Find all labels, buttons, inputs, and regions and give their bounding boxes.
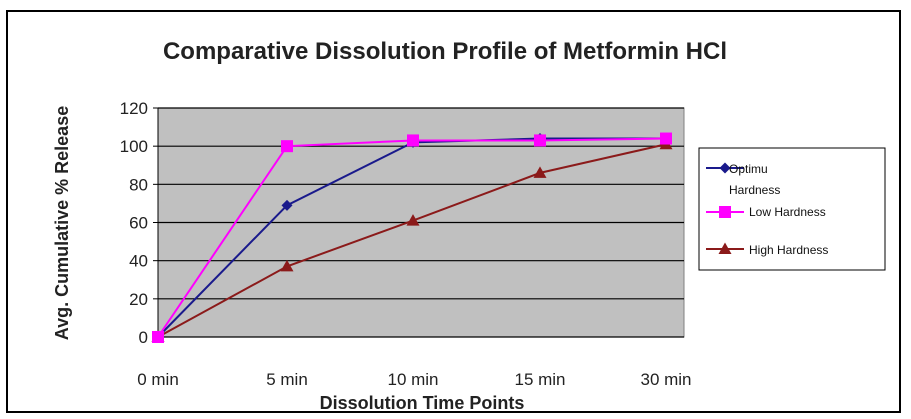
y-tick-label: 40: [129, 252, 148, 271]
y-tick-labels: 0 20 40 60 80 100 120: [120, 99, 159, 347]
data-point: [407, 134, 419, 147]
chart-title: Comparative Dissolution Profile of Metfo…: [163, 38, 727, 65]
legend-label: Low Hardness: [749, 205, 826, 219]
x-tick-label: 0 min: [137, 370, 179, 389]
data-point: [281, 140, 293, 153]
y-tick-label: 100: [120, 137, 148, 156]
chart: Comparative Dissolution Profile of Metfo…: [52, 38, 886, 411]
x-tick-label: 5 min: [266, 370, 308, 389]
x-tick-label: 15 min: [514, 370, 565, 389]
data-point: [719, 206, 731, 218]
data-point: [718, 242, 732, 254]
y-tick-label: 20: [129, 290, 148, 309]
data-point: [280, 259, 294, 272]
y-axis-title: Avg. Cumulative % Release: [52, 106, 72, 340]
data-point: [534, 134, 546, 147]
legend-item: High Hardness: [706, 242, 828, 257]
y-tick-label: 0: [139, 328, 148, 347]
y-tick-label: 120: [120, 99, 148, 118]
x-tick-label: 10 min: [387, 370, 438, 389]
series-layer: [151, 132, 673, 343]
data-point: [152, 331, 164, 343]
data-point: [281, 199, 293, 211]
data-point: [533, 166, 547, 178]
grid-lines: [158, 107, 684, 338]
data-point: [406, 214, 420, 226]
legend-item: Optimu Hardness: [706, 162, 780, 197]
chart-frame: Comparative Dissolution Profile of Metfo…: [6, 10, 901, 413]
legend-label-continued: Hardness: [729, 183, 780, 197]
data-point: [660, 132, 672, 145]
data-point: [719, 162, 731, 174]
y-tick-label: 60: [129, 214, 148, 233]
legend-label: High Hardness: [749, 243, 828, 257]
x-axis-title: Dissolution Time Points: [320, 393, 525, 411]
x-tick-labels: 0 min 5 min 10 min 15 min 30 min: [137, 370, 691, 389]
legend: Optimu Hardness Low Hardness High Hardness: [698, 147, 886, 271]
series-low-hardness: [152, 132, 672, 343]
x-tick-label: 30 min: [640, 370, 691, 389]
legend-item: Low Hardness: [706, 205, 826, 219]
y-tick-label: 80: [129, 175, 148, 194]
legend-label: Optimu: [729, 162, 768, 176]
